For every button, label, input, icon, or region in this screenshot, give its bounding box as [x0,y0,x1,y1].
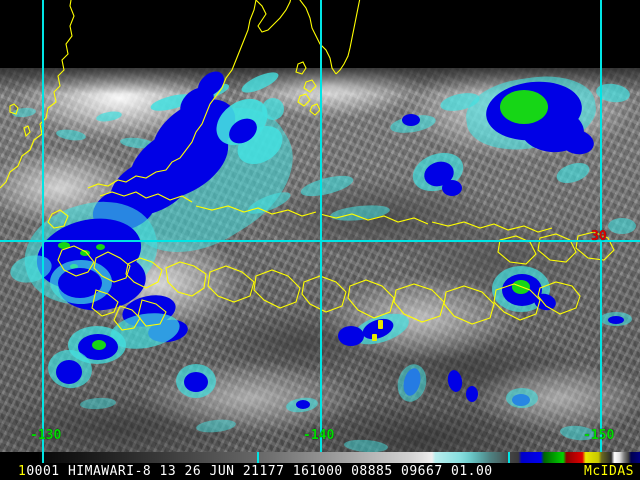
enhancement-colorbar[interactable] [0,452,640,464]
colorbar-tick-3 [508,452,510,464]
satellite-image-canvas[interactable]: -130 -140 -150 30 [0,0,640,452]
cold-top-enhancement-layer [0,68,640,452]
colorbar-tick-2 [257,452,259,464]
frame-number-label: 1 [18,464,27,479]
mcidas-brand-label: McIDAS [584,464,634,479]
caption-main-text: 0001 HIMAWARI-8 13 26 JUN 21177 161000 0… [26,464,493,479]
colorbar-tick-1 [42,452,44,464]
caption-text-group: 10001 HIMAWARI-8 13 26 JUN 21177 161000 … [18,463,493,480]
no-data-band [0,0,640,68]
image-caption-bar: 10001 HIMAWARI-8 13 26 JUN 21177 161000 … [0,463,640,480]
